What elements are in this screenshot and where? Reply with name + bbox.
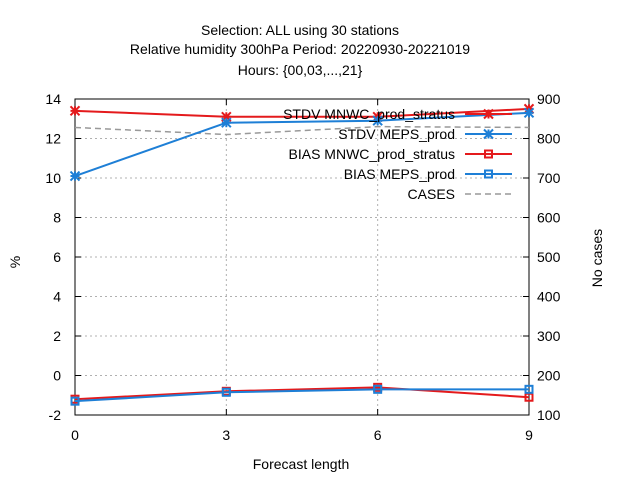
- x-tick-label: 6: [374, 427, 382, 443]
- legend-label: CASES: [408, 186, 455, 202]
- series-group: [69, 103, 535, 406]
- axes: -2 0 2 4 6 8 10 12 14 100 200 300 400 500 600 700 800 900…: [45, 91, 560, 443]
- y-tick-label: 8: [53, 210, 61, 226]
- y-tick-label: -2: [49, 407, 62, 423]
- legend-entry: STDV MEPS_prod: [338, 126, 512, 142]
- plot-frame: [74, 98, 530, 416]
- data-point: [524, 384, 534, 394]
- legend-entry: CASES: [408, 186, 512, 202]
- chart-title-line-1: Selection: ALL using 30 stations: [201, 22, 399, 38]
- data-point: [70, 396, 80, 406]
- data-point: [373, 384, 383, 394]
- series-4: [74, 125, 530, 136]
- y2-tick-label: 200: [537, 368, 561, 384]
- x-axis-label: Forecast length: [253, 456, 350, 472]
- y2-tick-label: 500: [537, 249, 561, 265]
- y-tick-label: 4: [53, 289, 61, 305]
- x-tick-label: 3: [222, 427, 230, 443]
- legend-label: BIAS MNWC_prod_stratus: [289, 146, 456, 162]
- y-tick-label: 0: [53, 368, 61, 384]
- series-line: [74, 111, 530, 177]
- legend-label: BIAS MEPS_prod: [344, 166, 455, 182]
- chart-title-line-2: Relative humidity 300hPa Period: 2022093…: [130, 41, 470, 57]
- series-2: [70, 382, 534, 404]
- y2-tick-label: 400: [537, 289, 561, 305]
- legend: STDV MNWC_prod_stratus STDV MEPS_prod BIAS…: [283, 106, 512, 202]
- legend-label: STDV MNWC_prod_stratus: [283, 106, 455, 122]
- legend-marker: [484, 169, 493, 179]
- y2-tick-label: 700: [537, 170, 561, 186]
- series-line: [74, 125, 530, 136]
- legend-entry: BIAS MNWC_prod_stratus: [289, 146, 512, 162]
- y-tick-label: 12: [45, 131, 61, 147]
- y2-tick-label: 600: [537, 210, 561, 226]
- data-point: [221, 387, 231, 397]
- y-tick-label: 14: [45, 91, 61, 107]
- y-tick-label: 10: [45, 170, 61, 186]
- x-tick-label: 9: [525, 427, 533, 443]
- grid: [75, 99, 529, 415]
- series-line: [74, 386, 530, 401]
- series-line: [74, 107, 530, 118]
- y2-tick-label: 100: [537, 407, 561, 423]
- legend-label: STDV MEPS_prod: [338, 126, 455, 142]
- series-3: [70, 384, 534, 406]
- y2-axis-label: No cases: [589, 229, 605, 287]
- y-tick-label: 2: [53, 328, 61, 344]
- y2-tick-label: 900: [537, 91, 561, 107]
- y2-tick-label: 300: [537, 328, 561, 344]
- legend-marker: [484, 149, 493, 159]
- x-tick-label: 0: [71, 427, 79, 443]
- series-1: [69, 107, 535, 182]
- legend-entry: STDV MNWC_prod_stratus: [283, 106, 512, 122]
- y-tick-label: 6: [53, 249, 61, 265]
- chart-title-line-3: Hours: {00,03,...,21}: [238, 62, 363, 78]
- series-line: [74, 388, 529, 403]
- y2-tick-label: 800: [537, 131, 561, 147]
- legend-entry: BIAS MEPS_prod: [344, 166, 512, 182]
- y-axis-label: %: [7, 256, 23, 268]
